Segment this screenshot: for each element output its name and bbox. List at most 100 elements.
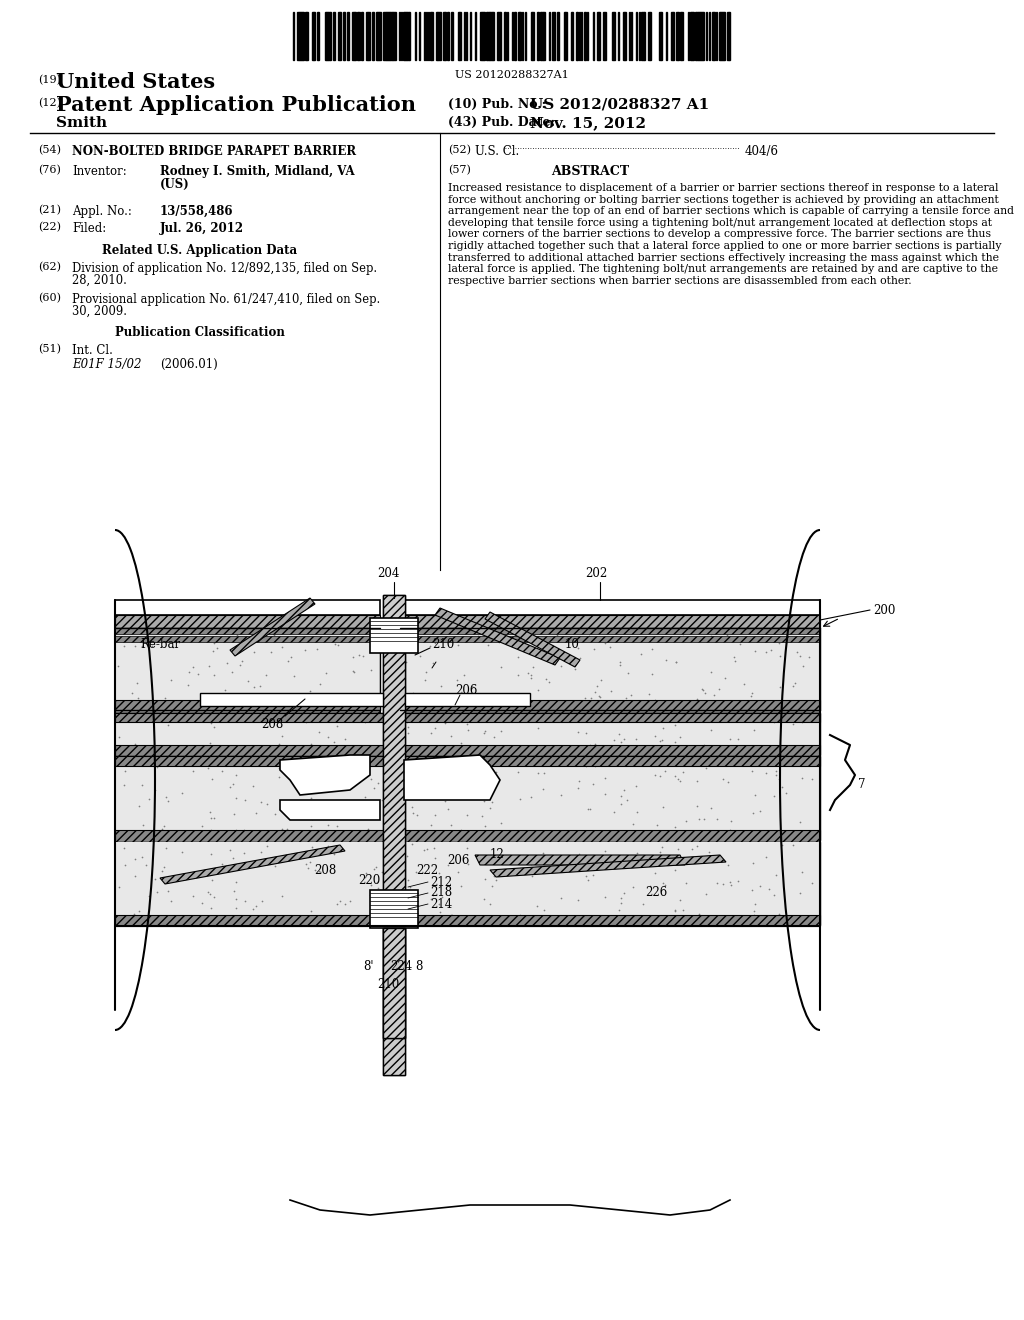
Point xyxy=(326,711,342,733)
Point xyxy=(399,715,416,737)
Point xyxy=(475,851,492,873)
Point xyxy=(279,818,295,840)
Point xyxy=(612,793,629,814)
Polygon shape xyxy=(280,755,370,795)
Point xyxy=(133,846,150,867)
Point xyxy=(761,879,777,900)
Point xyxy=(474,912,490,933)
Point xyxy=(159,787,175,808)
Bar xyxy=(116,628,379,710)
Point xyxy=(672,771,688,792)
Point xyxy=(111,726,127,747)
Bar xyxy=(681,12,683,59)
Point xyxy=(452,689,468,710)
Point xyxy=(259,836,275,857)
Point xyxy=(651,766,668,787)
Point xyxy=(745,752,762,774)
Text: 218: 218 xyxy=(430,887,453,899)
Bar xyxy=(490,12,492,59)
Point xyxy=(641,747,657,768)
Point xyxy=(350,750,367,771)
Point xyxy=(253,792,269,813)
Point xyxy=(804,873,820,894)
Point xyxy=(538,669,554,690)
Text: (43) Pub. Date:: (43) Pub. Date: xyxy=(449,116,555,129)
Point xyxy=(651,841,668,862)
Point xyxy=(237,891,253,912)
Point xyxy=(667,824,683,845)
Bar xyxy=(390,12,392,59)
Point xyxy=(529,909,546,931)
Point xyxy=(227,693,244,714)
Point xyxy=(746,640,763,661)
Bar xyxy=(401,628,820,710)
Point xyxy=(794,711,810,733)
Point xyxy=(684,696,700,717)
Point xyxy=(406,904,422,925)
Point xyxy=(402,876,419,898)
Point xyxy=(476,869,493,890)
Point xyxy=(258,665,274,686)
Point xyxy=(274,636,291,657)
Point xyxy=(309,638,326,659)
Point xyxy=(200,758,216,779)
Point xyxy=(303,787,319,808)
Point xyxy=(547,693,563,714)
Point xyxy=(364,660,380,681)
Point xyxy=(169,630,185,651)
Point xyxy=(698,758,715,779)
Point xyxy=(303,902,319,923)
Point xyxy=(368,799,384,820)
Point xyxy=(362,805,379,826)
Point xyxy=(206,717,222,738)
Point xyxy=(475,737,492,758)
Point xyxy=(476,719,493,741)
Point xyxy=(409,903,425,924)
Bar xyxy=(383,12,386,59)
Text: 204: 204 xyxy=(377,568,399,579)
Point xyxy=(432,735,449,756)
Bar xyxy=(383,928,406,1038)
Point xyxy=(409,900,425,921)
Point xyxy=(426,804,442,825)
Point xyxy=(578,756,594,777)
Point xyxy=(303,781,319,803)
Point xyxy=(722,871,738,892)
Point xyxy=(667,899,683,920)
Point xyxy=(179,675,196,696)
Point xyxy=(191,697,208,718)
Point xyxy=(181,661,198,682)
Point xyxy=(127,849,143,870)
Point xyxy=(569,690,586,711)
Point xyxy=(141,886,158,907)
Text: 7: 7 xyxy=(858,779,865,792)
Point xyxy=(356,787,373,808)
Point xyxy=(770,710,786,731)
Point xyxy=(589,676,605,697)
Text: Division of application No. 12/892,135, filed on Sep.: Division of application No. 12/892,135, … xyxy=(72,261,377,275)
Point xyxy=(370,737,386,758)
Point xyxy=(675,762,691,783)
Point xyxy=(672,726,688,747)
Point xyxy=(431,760,447,781)
Point xyxy=(270,847,287,869)
Text: Appl. No.:: Appl. No.: xyxy=(72,205,132,218)
Point xyxy=(319,814,336,836)
Point xyxy=(714,696,730,717)
Point xyxy=(424,694,440,715)
Point xyxy=(647,726,664,747)
Point xyxy=(597,784,613,805)
Point xyxy=(633,643,649,664)
Point xyxy=(460,719,476,741)
Point xyxy=(727,651,743,672)
Point xyxy=(220,684,237,705)
Point xyxy=(525,656,542,677)
Point xyxy=(549,697,565,718)
Point xyxy=(403,833,420,854)
Point xyxy=(171,631,187,652)
Point xyxy=(147,780,164,801)
Point xyxy=(716,768,732,789)
Point xyxy=(270,734,287,755)
Point xyxy=(510,762,526,783)
Point xyxy=(213,751,229,772)
